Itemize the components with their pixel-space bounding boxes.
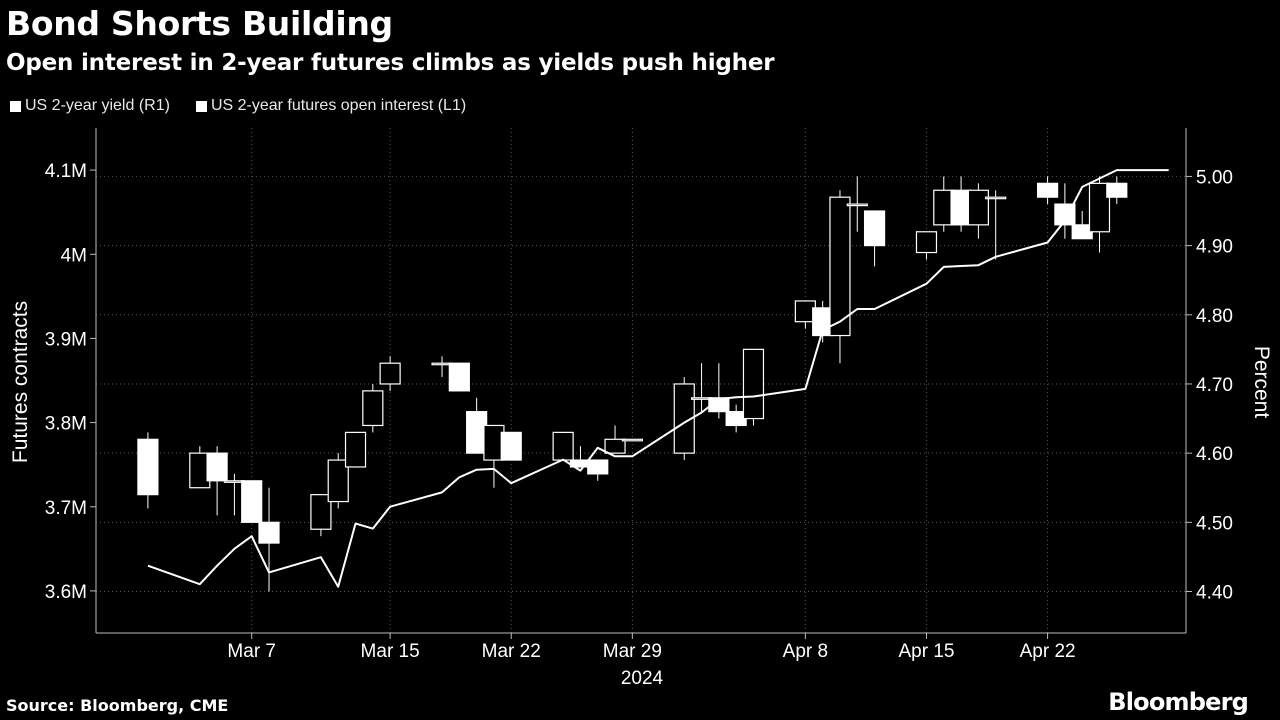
x-axis-year-label: 2024 bbox=[621, 668, 664, 689]
yield-candle bbox=[794, 300, 816, 329]
legend-item-yield: US 2-year yield (R1) bbox=[10, 97, 170, 115]
yield-candle bbox=[829, 190, 851, 364]
left-axis-tick-label: 3.9M bbox=[45, 329, 87, 350]
yield-candle bbox=[310, 494, 332, 537]
yield-candle-body-up bbox=[915, 231, 938, 254]
right-axis-tick-label: 4.90 bbox=[1196, 237, 1233, 258]
yield-candle bbox=[604, 425, 626, 454]
yield-candle bbox=[137, 432, 159, 509]
yield-candle bbox=[621, 438, 643, 442]
yield-candle bbox=[344, 431, 367, 468]
yield-candle-body-up bbox=[742, 348, 765, 420]
yield-candle bbox=[725, 404, 747, 433]
legend-item-open-interest: US 2-year futures open interest (L1) bbox=[195, 97, 467, 115]
yield-candle-body-down bbox=[258, 521, 280, 544]
open-interest-line bbox=[147, 169, 1169, 588]
bloomberg-logo: Bloomberg bbox=[1108, 688, 1249, 716]
left-axis-tick-label: 4M bbox=[61, 245, 87, 266]
right-axis-tick-label: 4.80 bbox=[1196, 306, 1233, 327]
x-axis-tick-label: Apr 8 bbox=[783, 641, 828, 662]
yield-candle-body-up bbox=[379, 362, 401, 385]
left-axis-tick-label: 3.7M bbox=[45, 498, 87, 519]
yield-candle bbox=[258, 487, 280, 592]
yield-candle-body-down bbox=[1106, 182, 1128, 198]
yield-candle-body-up bbox=[604, 438, 626, 454]
left-axis-tick-label: 4.1M bbox=[45, 161, 87, 182]
yield-candle bbox=[863, 210, 886, 267]
yield-candle bbox=[1036, 176, 1059, 205]
right-axis-tick-label: 4.50 bbox=[1196, 513, 1233, 534]
yield-candle-body-up bbox=[846, 203, 868, 207]
yield-candle-body-down bbox=[587, 459, 609, 475]
grid bbox=[96, 128, 1186, 633]
yield-candles bbox=[137, 176, 1128, 592]
yield-candle-body-down bbox=[241, 480, 263, 523]
yield-candle bbox=[742, 348, 765, 426]
yield-candle-body-up bbox=[829, 196, 851, 337]
yield-candle-body-up bbox=[621, 438, 643, 442]
legend-label-open-interest: US 2-year futures open interest (L1) bbox=[210, 97, 467, 114]
yield-candle-body-down bbox=[1036, 182, 1059, 198]
yield-candle-body-down bbox=[448, 362, 470, 392]
legend-swatch-yield bbox=[10, 100, 21, 112]
right-axis-tick-label: 5.00 bbox=[1196, 167, 1233, 188]
right-axis-label: Percent bbox=[1250, 346, 1273, 419]
yield-candle-body-up bbox=[985, 196, 1007, 200]
yield-candle bbox=[915, 231, 938, 260]
yield-candle-body-down bbox=[863, 210, 886, 247]
yield-candle-body-up bbox=[362, 390, 384, 427]
yield-candle bbox=[1088, 176, 1111, 253]
axes: Futures contracts Percent 2024 3.6M 3.7M 3… bbox=[9, 128, 1273, 689]
yield-candle-body-up bbox=[552, 431, 574, 461]
yield-candle-body-up bbox=[673, 383, 695, 454]
x-axis-tick-label: Mar 29 bbox=[603, 641, 662, 662]
right-axis-tick-label: 4.60 bbox=[1196, 444, 1233, 465]
yield-candle bbox=[362, 383, 384, 433]
chart-title: Bond Shorts Building bbox=[6, 4, 393, 43]
legend-swatch-open-interest bbox=[195, 100, 207, 112]
right-axis-tick-label: 4.40 bbox=[1196, 582, 1233, 603]
yield-candle bbox=[466, 397, 488, 454]
source-note: Source: Bloomberg, CME bbox=[6, 696, 229, 715]
yield-candle bbox=[846, 176, 868, 232]
yield-candle-body-down bbox=[206, 452, 228, 482]
chart-subtitle: Open interest in 2-year futures climbs a… bbox=[6, 50, 775, 76]
yield-candle bbox=[379, 356, 401, 391]
yield-candle-body-up bbox=[1088, 182, 1111, 233]
yield-candle bbox=[1106, 176, 1128, 205]
x-axis-tick-label: Apr 15 bbox=[898, 641, 954, 662]
yield-candle bbox=[708, 363, 730, 419]
yield-candle-body-up bbox=[967, 189, 989, 226]
yield-candle bbox=[552, 431, 574, 461]
yield-candle-body-up bbox=[310, 494, 332, 530]
yield-candle bbox=[812, 300, 834, 343]
x-axis-tick-label: Mar 15 bbox=[361, 641, 420, 662]
yield-candle-body-down bbox=[137, 438, 159, 496]
x-axis-tick-label: Apr 22 bbox=[1020, 641, 1076, 662]
yield-candle-body-up bbox=[327, 459, 349, 503]
yield-candle bbox=[206, 446, 228, 516]
yield-candle bbox=[985, 190, 1007, 260]
yield-candle bbox=[448, 362, 470, 392]
yield-candle bbox=[673, 377, 695, 461]
legend-label-yield: US 2-year yield (R1) bbox=[25, 97, 170, 114]
x-axis-tick-label: Mar 22 bbox=[482, 641, 541, 662]
yield-candle bbox=[500, 431, 522, 461]
yield-candle bbox=[241, 480, 263, 523]
yield-candle bbox=[967, 183, 989, 239]
yield-candle bbox=[327, 453, 349, 509]
left-axis-tick-label: 3.6M bbox=[45, 582, 87, 603]
left-axis-label: Futures contracts bbox=[9, 301, 32, 463]
yield-candle bbox=[587, 459, 609, 481]
yield-candle-body-down bbox=[500, 431, 522, 461]
left-axis-tick-label: 3.8M bbox=[45, 414, 87, 435]
x-axis-tick-label: Mar 7 bbox=[227, 641, 276, 662]
right-axis-tick-label: 4.70 bbox=[1196, 375, 1233, 396]
yield-candle-body-up bbox=[344, 431, 367, 468]
chart-legend: US 2-year yield (R1) US 2-year futures o… bbox=[10, 97, 466, 115]
open-interest-polyline bbox=[147, 169, 1169, 588]
yield-candle-body-down bbox=[708, 397, 730, 413]
